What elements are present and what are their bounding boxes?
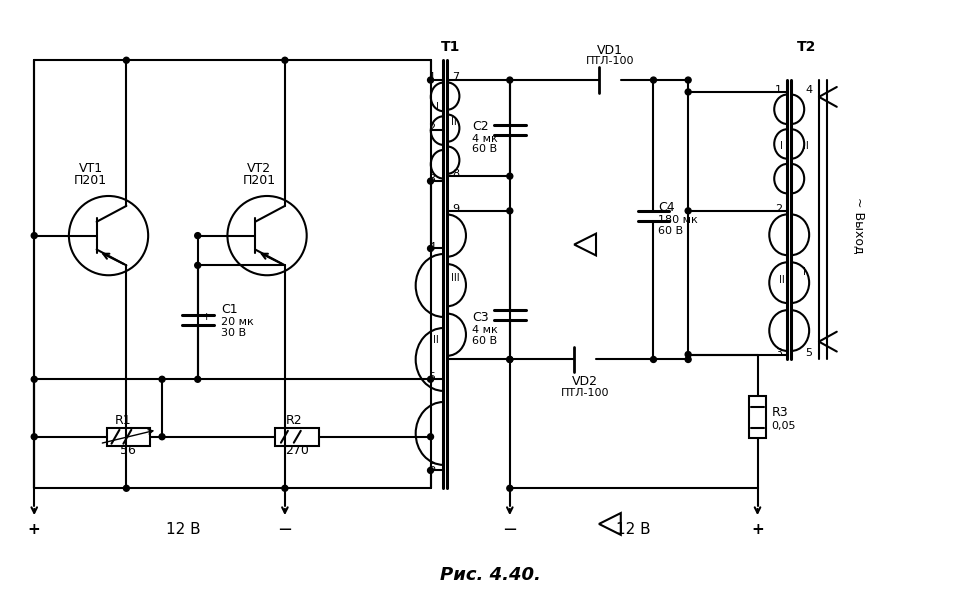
Text: 30 В: 30 В	[221, 328, 246, 338]
Text: 12 В: 12 В	[616, 522, 650, 538]
Text: 270: 270	[285, 444, 308, 457]
Text: 4 мк: 4 мк	[471, 325, 498, 335]
Circle shape	[31, 376, 37, 382]
Text: 4: 4	[428, 242, 435, 251]
Text: VT2: VT2	[246, 162, 271, 175]
Text: +: +	[201, 312, 211, 322]
Text: I: I	[435, 102, 438, 112]
Circle shape	[158, 376, 165, 382]
Circle shape	[123, 57, 129, 63]
Text: C3: C3	[471, 311, 488, 324]
Circle shape	[685, 89, 690, 95]
Text: +: +	[27, 522, 40, 538]
Text: I: I	[779, 141, 782, 152]
Text: I: I	[802, 268, 805, 277]
Circle shape	[507, 356, 512, 362]
Circle shape	[649, 77, 656, 83]
Text: 6: 6	[428, 463, 435, 474]
Circle shape	[507, 173, 512, 179]
Text: II: II	[778, 275, 783, 285]
Text: 8: 8	[452, 169, 459, 179]
Text: R1: R1	[115, 414, 132, 428]
Text: ~ Выход: ~ Выход	[852, 198, 865, 254]
Text: R2: R2	[286, 414, 302, 428]
Circle shape	[427, 467, 433, 474]
Text: 1: 1	[775, 85, 781, 95]
Text: 56: 56	[120, 444, 136, 457]
Text: II: II	[451, 117, 457, 127]
Circle shape	[123, 485, 129, 491]
Text: 5: 5	[428, 372, 435, 382]
Text: 7: 7	[452, 72, 459, 82]
Bar	[107, 428, 150, 446]
Text: VD1: VD1	[597, 44, 622, 57]
Text: 3: 3	[428, 174, 435, 184]
Circle shape	[685, 356, 690, 362]
Circle shape	[31, 434, 37, 440]
Text: 4 мк: 4 мк	[471, 133, 498, 144]
Bar	[275, 428, 318, 446]
Text: VD2: VD2	[571, 374, 598, 388]
Text: 1: 1	[428, 72, 435, 82]
Text: 180 мк: 180 мк	[658, 215, 697, 225]
Text: −: −	[277, 521, 292, 539]
Circle shape	[282, 57, 288, 63]
Text: ПТЛ-100: ПТЛ-100	[560, 388, 608, 398]
Text: C4: C4	[658, 201, 675, 214]
Polygon shape	[599, 513, 620, 535]
Circle shape	[507, 485, 512, 491]
Text: II: II	[432, 335, 438, 345]
Circle shape	[195, 233, 200, 239]
Text: 2: 2	[775, 204, 781, 214]
Circle shape	[427, 178, 433, 184]
Polygon shape	[574, 234, 596, 255]
Circle shape	[685, 352, 690, 358]
Circle shape	[507, 77, 512, 83]
Text: C2: C2	[471, 120, 488, 133]
Circle shape	[427, 245, 433, 251]
Circle shape	[507, 356, 512, 362]
Text: 2: 2	[428, 123, 435, 133]
Text: 12 В: 12 В	[165, 522, 200, 538]
Text: T2: T2	[796, 40, 816, 54]
Text: 3: 3	[775, 347, 781, 358]
Text: III: III	[451, 273, 460, 283]
Circle shape	[195, 376, 200, 382]
Circle shape	[507, 208, 512, 214]
Circle shape	[649, 356, 656, 362]
Text: T1: T1	[440, 40, 460, 54]
Text: 5: 5	[804, 347, 811, 358]
Circle shape	[685, 208, 690, 214]
Text: II: II	[802, 141, 808, 152]
Text: 4: 4	[804, 85, 812, 95]
Circle shape	[158, 434, 165, 440]
Circle shape	[427, 376, 433, 382]
Circle shape	[282, 485, 288, 491]
Text: −: −	[502, 521, 516, 539]
Text: 60 В: 60 В	[471, 144, 497, 155]
Text: R3: R3	[771, 406, 787, 419]
Text: Рис. 4.40.: Рис. 4.40.	[439, 567, 540, 585]
Circle shape	[427, 434, 433, 440]
Text: 20 мк: 20 мк	[221, 317, 254, 327]
Circle shape	[685, 77, 690, 83]
Text: 9: 9	[452, 204, 459, 214]
Text: VT1: VT1	[78, 162, 103, 175]
Text: 0,05: 0,05	[771, 421, 795, 431]
Circle shape	[427, 77, 433, 83]
Circle shape	[195, 262, 200, 268]
Circle shape	[31, 233, 37, 239]
Text: +: +	[750, 522, 763, 538]
Text: C1: C1	[221, 303, 238, 316]
Text: П201: П201	[243, 173, 276, 187]
Text: ПТЛ-100: ПТЛ-100	[585, 56, 634, 66]
Bar	[748, 396, 766, 438]
Text: 60 В: 60 В	[658, 226, 683, 236]
Text: П201: П201	[74, 173, 108, 187]
Text: 60 В: 60 В	[471, 336, 497, 345]
